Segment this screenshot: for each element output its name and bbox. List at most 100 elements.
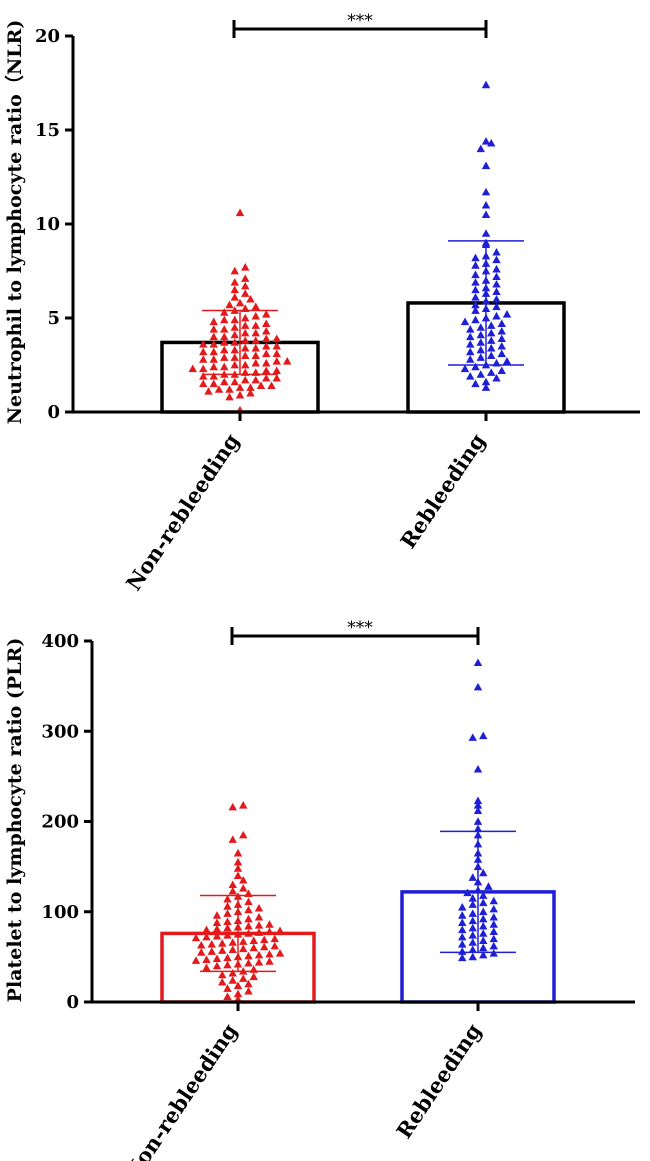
plr-point [223,923,232,932]
plr-point [468,916,477,925]
nlr-point [209,325,218,333]
nlr-point [487,321,496,329]
nlr-x-category-label: Rebleeding [395,429,490,553]
plr-y-tick-label: 400 [41,631,79,652]
nlr-y-tick-label: 20 [35,26,60,47]
nlr-point [471,306,480,314]
nlr-point [235,208,245,217]
plr-point [228,835,237,843]
nlr-point [460,317,470,326]
plr-point [233,871,243,880]
nlr-point [481,377,491,386]
nlr-point [262,310,271,318]
nlr-point [492,272,501,280]
plr-point [473,796,483,805]
plr-point [473,764,483,773]
nlr-point [492,311,501,320]
nlr-point [199,364,208,373]
plr-point [249,943,258,952]
nlr-point [466,340,475,348]
plr-point [223,953,232,962]
plr-point [244,929,253,937]
nlr-point [476,323,485,331]
plr-point [468,733,477,741]
nlr-point [220,308,229,316]
nlr-point [241,274,250,282]
nlr-point [246,295,255,303]
nlr-point [220,362,229,371]
plr-point [202,925,211,934]
plr-point [223,931,232,939]
plr-point [197,940,206,949]
plr-point [191,956,201,964]
nlr-point [251,336,260,344]
nlr-point [241,343,250,352]
nlr-x-category-labels: Non-rebleeding Rebleeding [121,429,491,595]
nlr-point [492,373,501,382]
nlr-point [209,340,218,348]
nlr-point [262,342,271,350]
plr-point [223,984,232,992]
nlr-point [230,323,239,331]
nlr-point [466,332,475,341]
nlr-y-tick-label: 15 [35,120,60,141]
nlr-point [262,366,271,374]
plr-x-category-label: Non-rebleeding [119,1019,243,1161]
plr-point [489,904,498,913]
nlr-y-axis-label: Neutrophil to lymphocyte ratio（NLR) [3,20,26,425]
nlr-point [214,385,224,393]
plr-point [223,909,232,917]
nlr-point [251,302,260,311]
nlr-point [241,375,250,384]
nlr-point [230,330,239,339]
plr-y-tick-label: 0 [66,992,79,1013]
nlr-point [471,362,480,371]
plr-point [244,897,253,906]
nlr-point [199,379,208,388]
nlr-point [230,266,239,275]
nlr-point [497,366,506,374]
nlr-point [241,263,250,271]
plr-point [233,981,243,990]
nlr-point [230,293,239,301]
plr-point [244,986,253,995]
plr-point [212,954,222,963]
nlr-point [272,342,281,350]
plr-point [244,914,253,923]
nlr-point [267,381,276,390]
plr-point [212,924,222,933]
plr-point [489,896,498,905]
plr-point [233,989,243,998]
nlr-point [492,302,501,311]
plr-point [233,848,243,857]
nlr-point [220,325,229,333]
plr-point [223,917,232,926]
nlr-point [230,278,239,286]
nlr-point [220,353,229,361]
nlr-point [209,372,218,380]
nlr-point [262,349,271,358]
nlr-point [251,311,260,320]
nlr-point [256,381,266,390]
plr-point [473,806,483,815]
plr-point [489,934,498,943]
plr-point [228,976,237,984]
nlr-point [502,357,512,365]
nlr-point [466,372,475,380]
plr-point [458,918,467,926]
nlr-y-tick-label: 0 [47,402,60,423]
nlr-point [497,326,506,335]
nlr-point [497,319,506,327]
plr-point [260,935,269,944]
plr-point [479,898,488,907]
nlr-point [476,330,485,339]
nlr-point [471,261,480,269]
nlr-point [246,383,255,391]
nlr-point [251,358,260,367]
plr-point [207,940,216,948]
plr-point [265,927,274,935]
nlr-point [460,364,470,373]
plr-point [254,921,264,929]
plr-point [202,955,211,963]
